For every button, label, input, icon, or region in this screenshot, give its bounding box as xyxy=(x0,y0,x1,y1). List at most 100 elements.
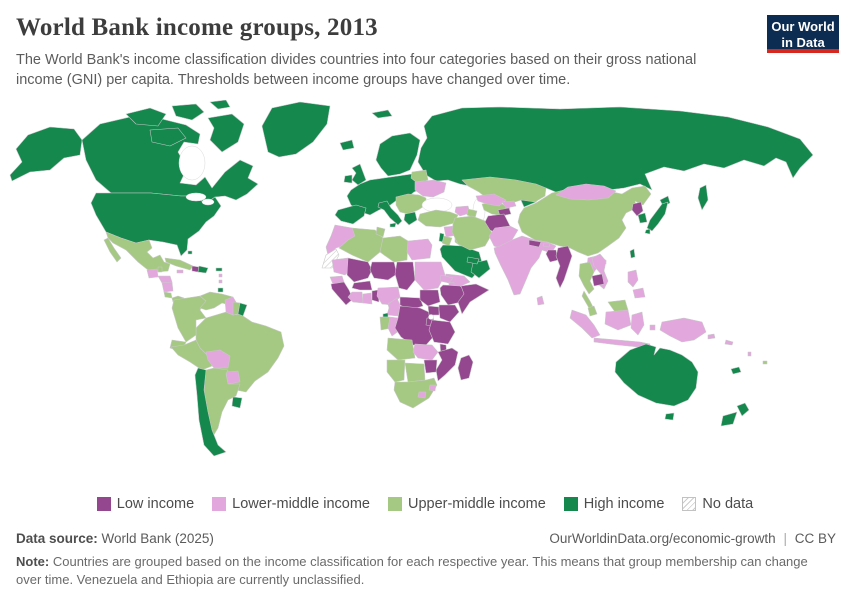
map-region-scandinavia[interactable] xyxy=(375,132,421,177)
map-region-bhutan[interactable] xyxy=(542,242,551,248)
map-region-russia[interactable] xyxy=(417,106,814,208)
map-region-uk[interactable] xyxy=(351,163,367,186)
map-region-victoria-island[interactable] xyxy=(149,127,187,147)
map-region-sakhalin[interactable] xyxy=(697,184,709,211)
map-region-zambia[interactable] xyxy=(412,343,439,361)
map-region-burkina-faso[interactable] xyxy=(351,280,373,291)
map-region-somalia[interactable] xyxy=(457,283,490,315)
map-region-baffin-island[interactable] xyxy=(207,113,245,153)
map-region-belize[interactable] xyxy=(157,266,163,273)
map-region-uruguay[interactable] xyxy=(231,396,243,409)
map-region-kenya[interactable] xyxy=(438,304,460,323)
map-region-arctic-islands[interactable] xyxy=(209,100,231,110)
map-region-jordan[interactable] xyxy=(441,235,453,247)
map-region-uae[interactable] xyxy=(466,256,480,265)
map-region-belarus[interactable] xyxy=(410,169,429,183)
map-region-new-zealand[interactable] xyxy=(736,402,750,417)
map-region-cambodia[interactable] xyxy=(591,273,605,287)
map-region-mozambique[interactable] xyxy=(435,347,459,382)
map-region-kalimantan[interactable] xyxy=(604,309,632,331)
map-region-egypt[interactable] xyxy=(406,238,433,261)
map-region-ghana[interactable] xyxy=(362,292,373,305)
map-region-georgia-armenia[interactable] xyxy=(454,205,471,217)
map-region-mali[interactable] xyxy=(346,257,373,283)
map-region-tasmania[interactable] xyxy=(664,412,675,421)
map-region-north-korea[interactable] xyxy=(631,201,644,217)
map-region-taiwan[interactable] xyxy=(629,248,636,259)
legend-item-upper-middle-income[interactable]: Upper-middle income xyxy=(387,496,546,512)
map-region-thailand[interactable] xyxy=(578,261,595,295)
map-region-zimbabwe[interactable] xyxy=(423,359,438,374)
owid-logo[interactable]: Our World in Data xyxy=(767,15,839,53)
map-region-chile[interactable] xyxy=(194,367,227,457)
map-region-iceland[interactable] xyxy=(339,139,355,151)
map-region-turkey[interactable] xyxy=(417,209,459,228)
map-region-guinea[interactable] xyxy=(330,281,354,306)
map-region-south-sudan[interactable] xyxy=(419,289,441,307)
map-region-italy[interactable] xyxy=(377,200,403,226)
map-region-cameroon[interactable] xyxy=(386,297,401,317)
map-region-puerto-rico[interactable] xyxy=(215,267,223,272)
map-region-angola[interactable] xyxy=(386,337,416,361)
map-region-equatorial-guinea[interactable] xyxy=(382,312,389,318)
map-region-vietnam[interactable] xyxy=(591,253,609,290)
map-region-iran[interactable] xyxy=(451,215,493,251)
map-region-greenland[interactable] xyxy=(261,101,331,158)
map-region-sulawesi[interactable] xyxy=(630,311,645,336)
map-region-mexico[interactable] xyxy=(105,231,171,273)
map-region-japan[interactable] xyxy=(646,201,669,232)
map-region-venezuela[interactable] xyxy=(199,291,234,311)
map-region-svalbard[interactable] xyxy=(371,109,393,119)
map-region-libya[interactable] xyxy=(379,235,409,263)
map-region-oman[interactable] xyxy=(470,259,491,279)
map-region-paraguay[interactable] xyxy=(225,370,241,385)
map-region-ukraine[interactable] xyxy=(414,179,447,198)
map-region-chad[interactable] xyxy=(394,261,416,291)
map-region-sicily[interactable] xyxy=(389,222,397,228)
map-region-malaysia[interactable] xyxy=(587,305,598,317)
map-region-uganda[interactable] xyxy=(427,305,440,316)
map-region-swaziland[interactable] xyxy=(428,384,437,392)
map-region-new-britain[interactable] xyxy=(707,333,716,340)
map-region-greece[interactable] xyxy=(403,211,418,226)
map-region-trinidad[interactable] xyxy=(217,287,224,293)
map-region-jamaica[interactable] xyxy=(176,269,184,274)
map-region-tanzania[interactable] xyxy=(428,319,456,345)
map-region-mongolia[interactable] xyxy=(555,183,617,201)
map-region-sumatra[interactable] xyxy=(569,309,601,339)
map-region-lesotho[interactable] xyxy=(417,391,427,399)
map-region-sri-lanka[interactable] xyxy=(536,295,545,306)
map-region-iberia[interactable] xyxy=(334,204,367,225)
owid-url-link[interactable]: OurWorldinData.org/economic-growth xyxy=(549,531,776,546)
map-region-philippines[interactable] xyxy=(627,269,639,288)
map-region-cote-divoire[interactable] xyxy=(347,291,364,304)
map-region-arctic-islands[interactable] xyxy=(125,107,167,127)
map-region-new-guinea[interactable] xyxy=(659,317,707,343)
map-region-costa-rica[interactable] xyxy=(163,291,173,299)
map-region-south-korea[interactable] xyxy=(637,212,648,224)
map-region-tajikistan[interactable] xyxy=(497,207,512,217)
map-region-dominican-republic[interactable] xyxy=(197,265,209,274)
map-region-namibia[interactable] xyxy=(386,359,406,383)
map-region-niger[interactable] xyxy=(369,261,398,281)
map-region-ireland[interactable] xyxy=(343,174,353,184)
map-region-japan[interactable] xyxy=(644,228,651,235)
map-region-vanuatu[interactable] xyxy=(747,351,752,357)
map-region-lesser-antilles[interactable] xyxy=(218,279,223,284)
legend-item-no-data[interactable]: No data xyxy=(682,496,753,512)
map-region-south-africa[interactable] xyxy=(393,377,438,409)
map-region-kazakhstan[interactable] xyxy=(461,176,547,205)
map-region-kyrgyzstan[interactable] xyxy=(501,200,517,209)
map-region-guatemala[interactable] xyxy=(146,268,159,279)
map-region-madagascar[interactable] xyxy=(457,354,474,381)
map-region-myanmar[interactable] xyxy=(555,245,573,289)
map-region-india[interactable] xyxy=(493,235,557,296)
map-region-baja-california[interactable] xyxy=(103,237,122,263)
map-region-balkans[interactable] xyxy=(395,193,427,215)
map-region-new-zealand[interactable] xyxy=(720,411,738,427)
map-region-bangladesh[interactable] xyxy=(545,249,559,263)
map-region-lesser-antilles[interactable] xyxy=(218,273,223,278)
map-region-fiji[interactable] xyxy=(762,360,768,365)
map-region-new-caledonia[interactable] xyxy=(730,366,742,375)
map-region-french-guiana[interactable] xyxy=(237,302,248,317)
